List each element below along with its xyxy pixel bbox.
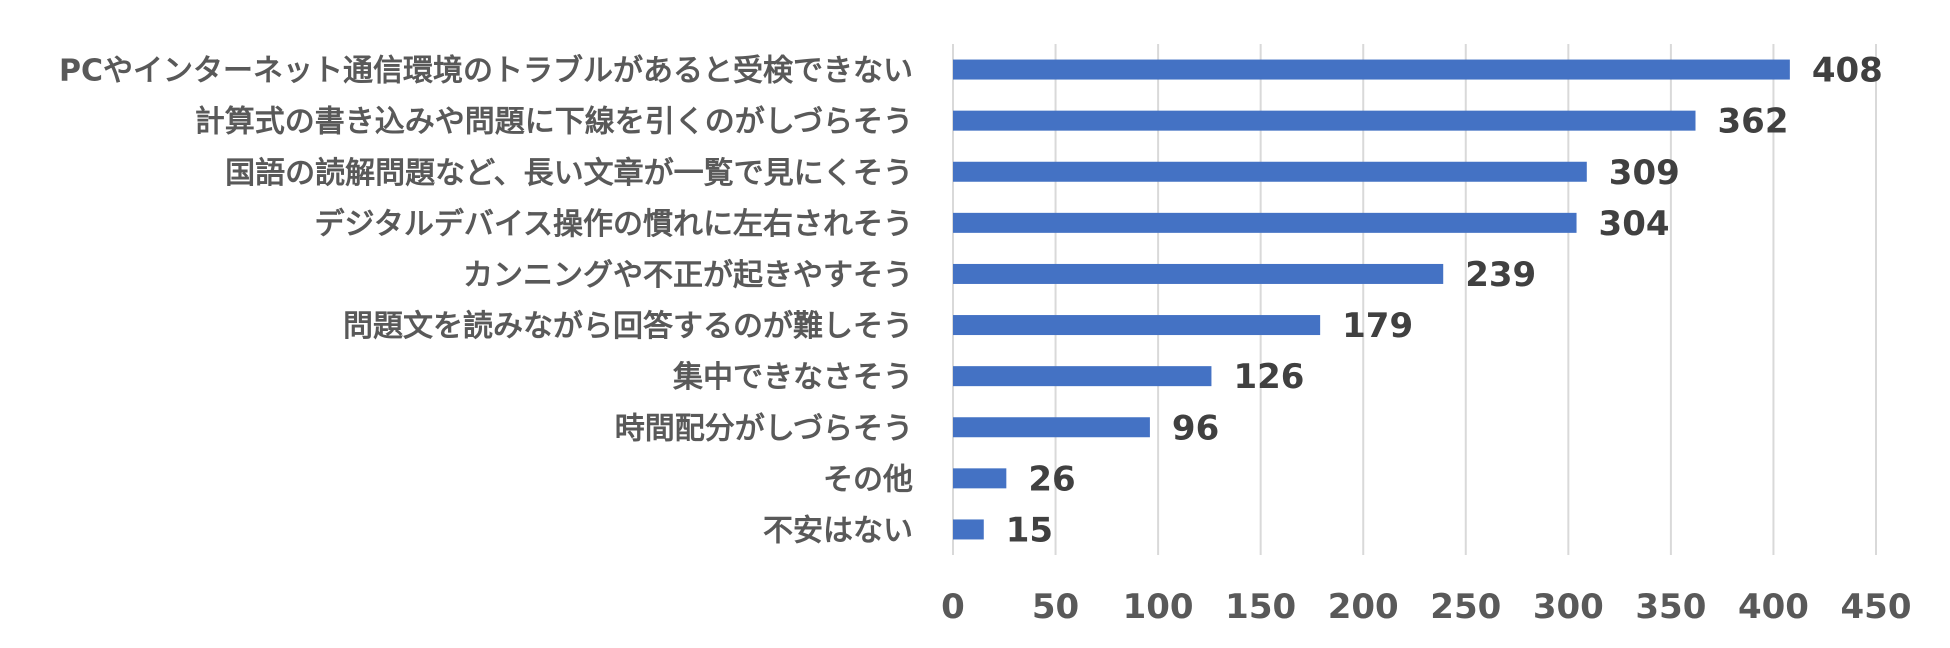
category-labels: PCやインターネット通信環境のトラブルがあると受検できない計算式の書き込みや問題… <box>59 54 913 549</box>
category-label: PCやインターネット通信環境のトラブルがあると受検できない <box>59 54 913 89</box>
x-tick-label: 50 <box>1032 587 1079 627</box>
x-tick-label: 300 <box>1533 587 1604 627</box>
category-label: デジタルデバイス操作の慣れに左右されそう <box>315 207 914 242</box>
data-label: 408 <box>1812 51 1883 91</box>
category-label: その他 <box>823 462 913 497</box>
data-label: 179 <box>1342 306 1413 346</box>
bar <box>953 519 984 540</box>
bar <box>953 315 1321 336</box>
data-label: 26 <box>1028 459 1075 499</box>
category-label: 問題文を読みながら回答するのが難しそう <box>343 309 913 344</box>
bar <box>953 417 1150 438</box>
bar <box>953 59 1790 80</box>
data-label: 126 <box>1233 357 1304 397</box>
category-label: 集中できなさそう <box>672 360 913 395</box>
bar <box>953 263 1444 284</box>
x-tick-label: 400 <box>1738 587 1809 627</box>
category-label: 時間配分がしづらそう <box>615 411 913 446</box>
bar <box>953 468 1007 489</box>
bars <box>953 59 1790 540</box>
data-label: 309 <box>1609 153 1680 193</box>
value-labels: 408 362 309 304 239 179 126 96 26 15 <box>1006 51 1883 551</box>
bar <box>953 110 1696 131</box>
data-label: 362 <box>1718 102 1789 142</box>
x-tick-label: 150 <box>1225 587 1296 627</box>
bar <box>953 366 1212 387</box>
x-tick-label: 100 <box>1123 587 1194 627</box>
bar <box>953 212 1577 233</box>
data-label: 304 <box>1599 204 1670 244</box>
x-tick-label: 450 <box>1841 587 1912 627</box>
data-label: 96 <box>1172 408 1219 448</box>
data-label: 239 <box>1465 255 1536 295</box>
category-label: 国語の読解問題など、長い文章が一覧で見にくそう <box>225 156 913 191</box>
x-tick-label: 350 <box>1635 587 1706 627</box>
bar <box>953 161 1587 182</box>
x-tick-label: 200 <box>1328 587 1399 627</box>
x-tick-label: 0 <box>941 587 965 627</box>
data-label: 15 <box>1006 510 1053 550</box>
x-tick-label: 250 <box>1430 587 1501 627</box>
x-axis-tick-labels: 0 50 100 150 200 250 300 350 400 450 <box>941 587 1911 627</box>
category-label: カンニングや不正が起きやすそう <box>463 258 913 293</box>
category-label: 計算式の書き込みや問題に下線を引くのがしづらそう <box>195 105 913 140</box>
category-label: 不安はない <box>763 513 913 548</box>
